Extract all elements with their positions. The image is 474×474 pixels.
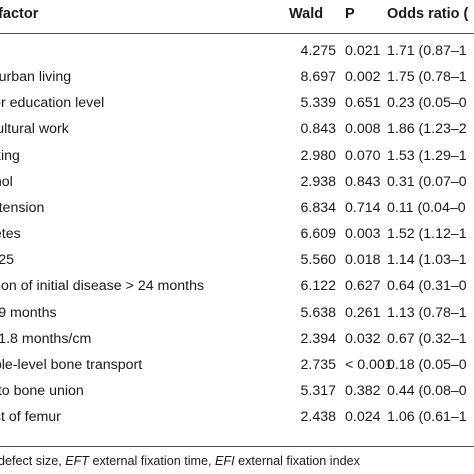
- row-risk-factor: icultural work: [0, 121, 69, 138]
- row-odds-ratio: 1.13 (0.78–1: [387, 304, 467, 321]
- row-p-value: 0.003: [345, 226, 381, 243]
- row-p-value: 0.714: [345, 199, 381, 216]
- row-risk-factor: ohol: [0, 173, 13, 190]
- table-row: ation of initial disease > 24 months 6.12…: [0, 274, 474, 300]
- row-risk-factor: > 1.8 months/cm: [0, 330, 92, 347]
- row-wald: 5.560: [300, 252, 336, 269]
- row-p-value: 0.018: [345, 252, 381, 269]
- row-p-value: < 0.001: [345, 356, 393, 373]
- row-wald: 2.938: [300, 173, 336, 190]
- table-row: betes 6.609 0.003 1.52 (1.12–1: [0, 222, 474, 248]
- row-odds-ratio: 1.53 (1.29–1: [387, 147, 467, 164]
- row-odds-ratio: 0.23 (0.05–0: [387, 95, 467, 112]
- table-header: k factor Wald P Odds ratio (: [0, 0, 474, 28]
- footnote-part2: external fixation time,: [89, 454, 215, 468]
- row-wald: 2.735: [300, 356, 336, 373]
- row-wald: 2.980: [300, 147, 336, 164]
- footnote-part1: defect size,: [0, 454, 66, 468]
- row-p-value: 0.008: [345, 121, 381, 138]
- table-row: oking 2.980 0.070 1.53 (1.29–1: [0, 144, 474, 170]
- row-odds-ratio: 0.31 (0.07–0: [387, 173, 467, 190]
- table-row: uble-level bone transport 2.735 < 0.001 0.1…: [0, 353, 474, 379]
- table-row: > 25 5.560 0.018 1.14 (1.03–1: [0, 248, 474, 274]
- footnote-eft: EFT: [65, 454, 89, 468]
- row-wald: 0.843: [300, 121, 336, 138]
- row-wald: 2.438: [300, 409, 336, 426]
- row-p-value: 0.627: [345, 278, 381, 295]
- table-row: ver education level 5.339 0.651 0.23 (0.05–…: [0, 91, 474, 117]
- row-wald: 8.697: [300, 69, 336, 86]
- row-risk-factor: uble-level bone transport: [0, 356, 143, 373]
- table-footnote: defect size, EFT external fixation time,…: [0, 454, 360, 468]
- row-risk-factor: > 25: [0, 252, 15, 269]
- row-wald: 6.122: [300, 278, 336, 295]
- row-p-value: 0.070: [345, 147, 381, 164]
- table-bottom-rule: [0, 446, 474, 447]
- row-risk-factor: ver education level: [0, 95, 105, 112]
- row-odds-ratio: 0.18 (0.05–0: [387, 356, 467, 373]
- row-odds-ratio: 0.67 (0.32–1: [387, 330, 467, 347]
- row-p-value: 0.024: [345, 409, 381, 426]
- table-row: ect of femur 2.438 0.024 1.06 (0.61–1: [0, 405, 474, 431]
- row-odds-ratio: 0.64 (0.31–0: [387, 278, 467, 295]
- table-row: > 9 months 5.638 0.261 1.13 (0.78–1: [0, 301, 474, 327]
- row-odds-ratio: 1.75 (0.78–1: [387, 69, 467, 86]
- row-wald: 5.339: [300, 95, 336, 112]
- row-odds-ratio: 1.71 (0.87–1: [387, 43, 467, 59]
- table-row: icultural work 0.843 0.008 1.86 (1.23–2: [0, 117, 474, 143]
- table-row: ohol 2.938 0.843 0.31 (0.07–0: [0, 170, 474, 196]
- row-p-value: 0.382: [345, 382, 381, 399]
- row-wald: 6.609: [300, 226, 336, 243]
- header-p: P: [345, 6, 355, 22]
- row-odds-ratio: 1.06 (0.61–1: [387, 409, 467, 426]
- row-p-value: 0.651: [345, 95, 381, 112]
- row-wald: 5.317: [300, 382, 336, 399]
- header-rule: [0, 33, 474, 34]
- row-wald: 6.834: [300, 199, 336, 216]
- row-p-value: 0.002: [345, 69, 381, 86]
- row-risk-factor: ertension: [0, 199, 45, 216]
- footnote-efi: EFI: [215, 454, 235, 468]
- row-risk-factor: betes: [0, 226, 21, 243]
- row-wald: 5.638: [300, 304, 336, 321]
- header-wald: Wald: [289, 6, 324, 22]
- row-odds-ratio: 1.52 (1.12–1: [387, 226, 467, 243]
- table-row: e to bone union 5.317 0.382 0.44 (0.08–0: [0, 379, 474, 405]
- row-p-value: 0.032: [345, 330, 381, 347]
- row-odds-ratio: 1.14 (1.03–1: [387, 252, 467, 269]
- header-odds-ratio: Odds ratio (: [387, 6, 469, 22]
- table-row: ertension 6.834 0.714 0.11 (0.04–0: [0, 196, 474, 222]
- row-risk-factor: n-urban living: [0, 69, 72, 86]
- row-odds-ratio: 1.86 (1.23–2: [387, 121, 467, 138]
- row-risk-factor: e to bone union: [0, 382, 84, 399]
- footnote-part3: external fixation index: [234, 454, 360, 468]
- row-risk-factor: ation of initial disease > 24 months: [0, 278, 205, 295]
- header-risk-factor: k factor: [0, 6, 39, 22]
- row-odds-ratio: 0.11 (0.04–0: [387, 199, 466, 216]
- table-row: > 1.8 months/cm 2.394 0.032 0.67 (0.32–1: [0, 327, 474, 353]
- row-risk-factor: > 9 months: [0, 304, 57, 321]
- row-wald: 2.394: [300, 330, 336, 347]
- row-p-value: 0.261: [345, 304, 381, 321]
- row-wald: 4.275: [300, 43, 336, 59]
- row-risk-factor: ect of femur: [0, 409, 61, 426]
- row-p-value: 0.843: [345, 173, 381, 190]
- table-row: n-urban living 8.697 0.002 1.75 (0.78–1: [0, 65, 474, 91]
- row-risk-factor: oking: [0, 147, 20, 164]
- row-p-value: 0.021: [345, 43, 381, 59]
- row-odds-ratio: 0.44 (0.08–0: [387, 382, 467, 399]
